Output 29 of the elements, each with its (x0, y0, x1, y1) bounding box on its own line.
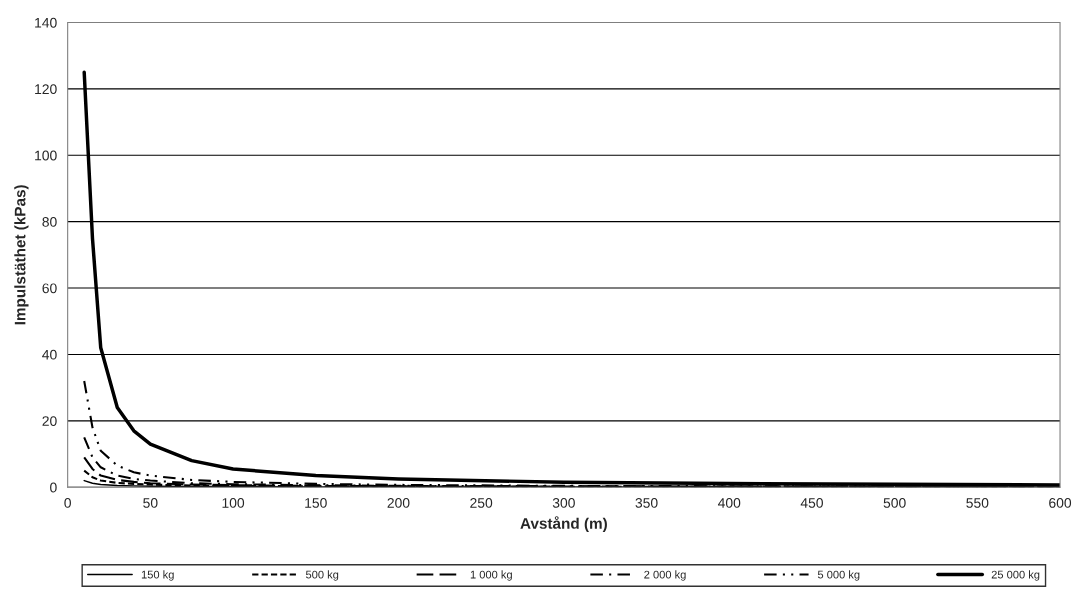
y-tick-label: 100 (35, 150, 57, 161)
y-tick-label: 80 (42, 217, 57, 227)
legend-label: 150 kg (141, 570, 174, 581)
x-tick-label: 600 (1049, 498, 1072, 508)
x-tick-label: 100 (222, 498, 245, 508)
x-axis-title: Avstånd (m) (520, 516, 607, 532)
x-tick-label: 500 (883, 498, 906, 508)
x-tick-label: 450 (800, 498, 823, 508)
legend-label: 1 000 kg (470, 570, 512, 581)
x-tick-label: 200 (387, 498, 410, 508)
y-axis-title: Impulstäthet (kPas) (14, 185, 29, 325)
y-tick-label: 20 (42, 416, 57, 426)
y-tick-label: 140 (35, 17, 57, 28)
x-tick-label: 300 (552, 498, 575, 508)
legend-label: 500 kg (305, 570, 339, 581)
legend-label: 25 000 kg (991, 570, 1040, 581)
y-tick-label: 40 (42, 349, 57, 360)
x-tick-label: 250 (470, 498, 493, 508)
x-tick-label: 550 (966, 498, 989, 508)
x-tick-label: 0 (64, 498, 71, 508)
y-tick-label: 0 (50, 482, 57, 493)
legend-label: 2 000 kg (644, 570, 686, 581)
x-tick-label: 400 (717, 498, 741, 508)
y-tick-label: 120 (35, 84, 57, 95)
legend-label: 5 000 kg (817, 570, 860, 581)
x-tick-label: 50 (143, 498, 158, 508)
y-tick-label: 60 (42, 283, 57, 294)
x-tick-label: 150 (305, 498, 327, 508)
x-tick-label: 350 (635, 498, 658, 508)
